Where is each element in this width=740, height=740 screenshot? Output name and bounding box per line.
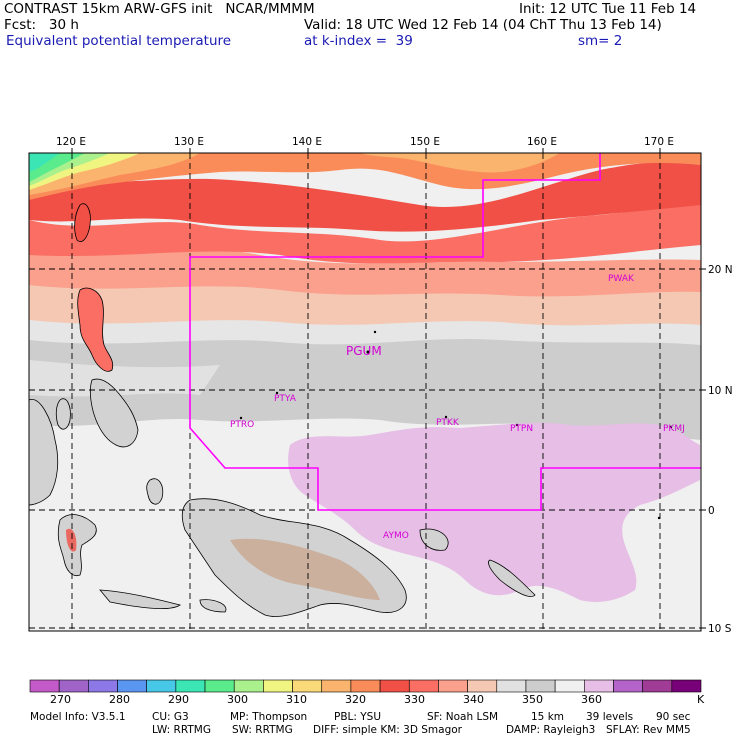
colorbar-swatch [642, 679, 673, 693]
colorbar-swatch [554, 679, 585, 693]
lat-label-10n: 10 N [708, 385, 733, 397]
lon-label-170: 170 E [644, 136, 675, 148]
colorbar-swatch [350, 679, 381, 693]
lon-label-120: 120 E [56, 136, 87, 148]
footer-damp: DAMP: Rayleigh3 [506, 724, 596, 736]
colorbar-swatch [88, 679, 118, 693]
lat-label-0: 0 [708, 505, 715, 517]
footer-cu: CU: G3 [152, 711, 189, 723]
station-pwak: PWAK [608, 274, 634, 284]
station-ptkk: PTKK [436, 418, 459, 428]
footer-sflay: SFLAY: Rev MM5 [606, 724, 691, 736]
colorbar-swatch [58, 679, 89, 693]
header-smoothing: sm= 2 [578, 33, 623, 49]
colorbar-swatch [525, 679, 556, 693]
colorbar-swatch [438, 679, 468, 693]
footer-sw: SW: RRTMG [232, 724, 293, 736]
colorbar-label-350: 350 [522, 693, 543, 706]
colorbar-swatch [613, 679, 643, 693]
lon-label-140: 140 E [292, 136, 323, 148]
colorbar-unit: K [697, 693, 705, 706]
colorbar-label-270: 270 [50, 693, 71, 706]
header-init-time: Init: 12 UTC Tue 11 Feb 14 [519, 1, 697, 17]
station-pgum: PGUM [346, 344, 382, 358]
colorbar-swatch [496, 679, 527, 693]
lon-label-150: 150 E [410, 136, 441, 148]
station-ptro: PTRO [230, 420, 255, 430]
colorbar [29, 679, 702, 693]
footer-mp: MP: Thompson [230, 711, 308, 723]
lon-label-130: 130 E [174, 136, 205, 148]
colorbar-swatch [408, 679, 439, 693]
station-pkmj: PKMJ [663, 424, 685, 434]
colorbar-label-360: 360 [581, 693, 602, 706]
colorbar-swatch [263, 679, 293, 693]
lat-label-10s: 10 S [708, 623, 732, 635]
colorbar-swatch [204, 679, 235, 693]
station-ptpn: PTPN [510, 424, 534, 434]
colorbar-swatch [175, 679, 206, 693]
colorbar-label-310: 310 [286, 693, 307, 706]
header-field-name: Equivalent potential temperature [6, 33, 232, 49]
colorbar-swatch [583, 679, 614, 693]
colorbar-label-320: 320 [345, 693, 366, 706]
colorbar-swatch [671, 679, 702, 693]
footer-pbl: PBL: YSU [334, 711, 382, 723]
station-aymo: AYMO [383, 531, 409, 541]
colorbar-swatch [321, 679, 352, 693]
footer-model-info: Model Info: V3.5.1 [30, 711, 126, 723]
footer-resolution: 15 km [531, 711, 565, 723]
footer-lw: LW: RRTMG [152, 724, 211, 736]
colorbar-swatch [117, 679, 147, 693]
header-valid-time: Valid: 18 UTC Wed 12 Feb 14 (04 ChT Thu … [304, 17, 662, 33]
header-forecast-hour: Fcst: 30 h [4, 17, 79, 33]
footer-sf: SF: Noah LSM [427, 711, 499, 723]
colorbar-swatch [29, 679, 60, 693]
colorbar-swatch [467, 679, 498, 693]
colorbar-label-330: 330 [404, 693, 425, 706]
footer-levels: 39 levels [586, 711, 634, 723]
fir-boundary [189, 153, 701, 511]
header-model-title: CONTRAST 15km ARW-GFS init NCAR/MMMM [4, 1, 315, 17]
station-ptya: PTYA [274, 394, 296, 404]
colorbar-swatch [379, 679, 410, 693]
lon-label-160: 160 E [527, 136, 558, 148]
footer-diff: DIFF: simple KM: 3D Smagor [313, 724, 462, 736]
colorbar-swatch [233, 679, 264, 693]
colorbar-label-290: 290 [168, 693, 189, 706]
lat-label-20n: 20 N [708, 264, 733, 276]
colorbar-label-300: 300 [227, 693, 248, 706]
field-shading [29, 153, 701, 631]
header-level: at k-index = 39 [304, 33, 413, 49]
colorbar-label-340: 340 [463, 693, 484, 706]
colorbar-label-280: 280 [109, 693, 130, 706]
footer-timestep: 90 sec [656, 711, 691, 723]
colorbar-swatch [292, 679, 323, 693]
colorbar-swatch [146, 679, 177, 693]
